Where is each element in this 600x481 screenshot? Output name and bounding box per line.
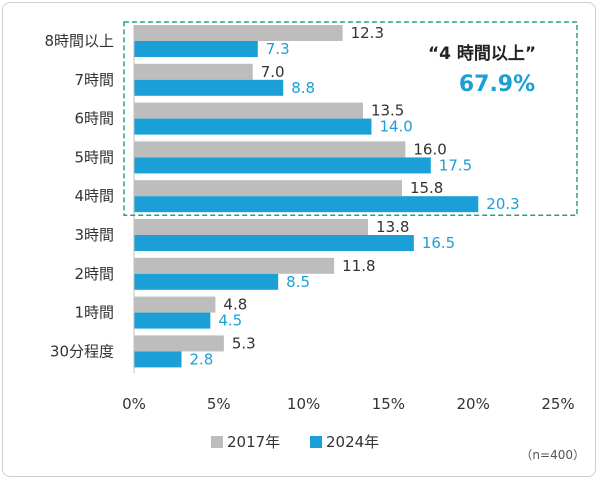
bar-2024 <box>134 273 279 290</box>
bar-2024 <box>134 235 414 251</box>
legend-label-2024: 2024年 <box>326 433 379 451</box>
x-tick-labels: 0% 5% 10% 15% 20% 25% <box>122 395 575 413</box>
category-label: 6時間 <box>74 110 114 128</box>
x-tick-label: 10% <box>287 395 320 413</box>
category-label: 3時間 <box>74 226 114 244</box>
bar-2024 <box>134 157 431 174</box>
category-label: 30分程度 <box>50 342 114 360</box>
category-label: 5時間 <box>74 148 114 166</box>
bar-2017 <box>134 102 363 119</box>
legend: 2017年 2024年 <box>211 433 379 451</box>
data-label-2017: 11.8 <box>342 257 375 275</box>
data-label-2017: 13.8 <box>376 218 409 236</box>
data-label-2024: 17.5 <box>439 156 472 174</box>
data-label-2024: 8.5 <box>286 273 310 291</box>
bar-2024 <box>134 351 182 368</box>
bar-2017 <box>134 335 224 352</box>
bar-2024 <box>134 41 258 57</box>
data-label-2024: 14.0 <box>379 118 412 136</box>
bar-2017 <box>134 219 369 235</box>
data-label-2024: 20.3 <box>486 195 519 213</box>
bar-2024 <box>134 312 211 329</box>
category-label: 7時間 <box>74 71 114 89</box>
category-label: 4時間 <box>74 187 114 205</box>
bar-2017 <box>134 296 216 313</box>
data-label-2017: 16.0 <box>413 140 446 158</box>
sample-size-note: （n=400） <box>520 448 585 462</box>
category-label: 8時間以上 <box>44 32 114 50</box>
category-label: 2時間 <box>74 265 114 283</box>
x-tick-label: 15% <box>372 395 405 413</box>
x-tick-label: 0% <box>122 395 146 413</box>
bar-2017 <box>134 63 253 80</box>
bar-2017 <box>134 141 406 158</box>
data-label-2017: 13.5 <box>371 102 404 120</box>
data-label-2024: 2.8 <box>189 350 213 368</box>
data-label-2017: 12.3 <box>351 24 384 42</box>
bar-2017 <box>134 180 402 197</box>
legend-swatch-2017 <box>211 436 223 448</box>
data-label-2024: 7.3 <box>266 40 290 58</box>
category-label: 1時間 <box>74 304 114 322</box>
x-tick-label: 20% <box>457 395 490 413</box>
data-label-2017: 4.8 <box>223 296 247 314</box>
data-label-2017: 15.8 <box>410 179 443 197</box>
data-label-2017: 7.0 <box>261 63 285 81</box>
bar-2024 <box>134 118 372 135</box>
data-label-2024: 16.5 <box>422 234 455 252</box>
x-tick-label: 25% <box>541 395 574 413</box>
callout-title: “4 時間以上” <box>428 43 536 64</box>
highlight-box <box>123 21 578 216</box>
chart-frame <box>2 2 596 477</box>
bar-2017 <box>134 25 343 41</box>
data-label-2024: 8.8 <box>291 79 315 97</box>
bar-2017 <box>134 257 335 274</box>
legend-swatch-2024 <box>310 436 322 448</box>
category-labels: 8時間以上 7時間 6時間 5時間 4時間 3時間 2時間 1時間 30分程度 <box>44 32 114 360</box>
bar-2024 <box>134 79 284 96</box>
x-tick-label: 5% <box>207 395 231 413</box>
data-label-2024: 4.5 <box>218 312 242 330</box>
bars-layer: 12.3 7.3 7.0 8.8 13.514.016.017.5 15.8 20.3 13.… <box>134 24 520 368</box>
callout-value: 67.9% <box>459 72 535 97</box>
legend-label-2017: 2017年 <box>227 433 280 451</box>
bar-2024 <box>134 196 479 213</box>
data-label-2017: 5.3 <box>232 334 256 352</box>
